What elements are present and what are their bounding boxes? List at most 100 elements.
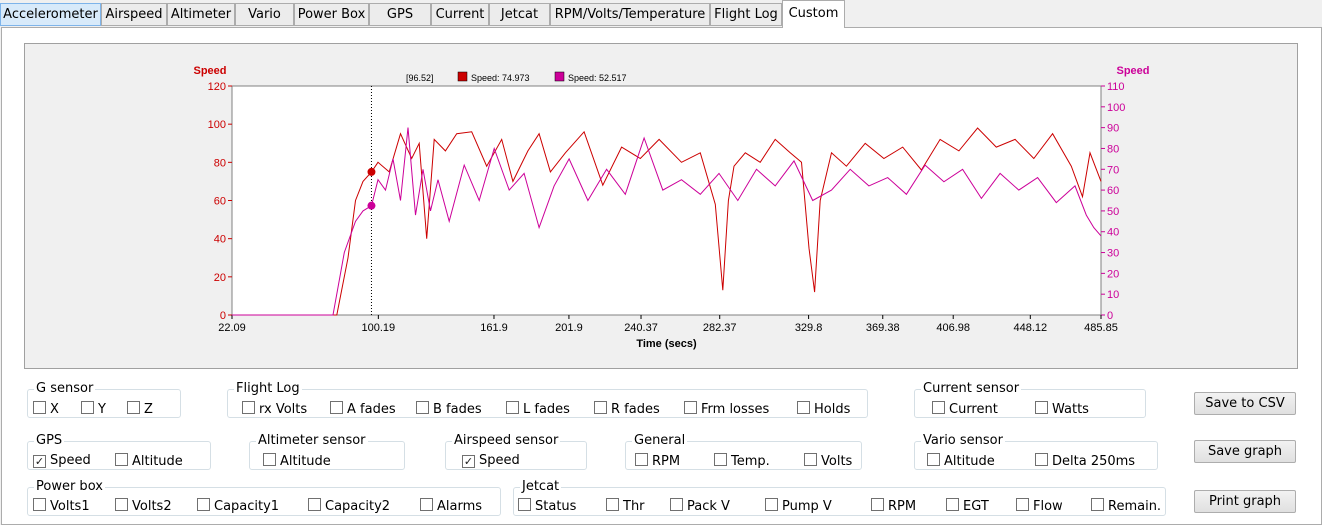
x-tick-label: 201.9 (555, 322, 583, 334)
tab-airspeed[interactable]: Airspeed (101, 3, 167, 26)
checkbox-box[interactable] (197, 498, 210, 511)
checkbox-box[interactable] (81, 401, 94, 414)
checkbox-box[interactable] (506, 401, 519, 414)
checkbox-g-z[interactable]: Z (127, 401, 153, 418)
checkbox-rx-volts[interactable]: rx Volts (242, 401, 307, 418)
checkbox-frm-losses[interactable]: Frm losses (684, 401, 769, 418)
checkbox-box[interactable] (765, 498, 778, 511)
checkbox-jetcat-pack-v[interactable]: Pack V (670, 498, 730, 515)
y-left-tick-label: 120 (208, 81, 226, 93)
legend-label-1: Speed: 74.973 (471, 73, 530, 83)
checkbox-a-fades[interactable]: A fades (330, 401, 396, 418)
checkbox-jetcat-thr[interactable]: Thr (606, 498, 645, 515)
tab-power-box[interactable]: Power Box (294, 3, 369, 26)
checkbox-vario-delta[interactable]: Delta 250ms (1035, 453, 1135, 470)
group-title: GPS (34, 433, 65, 449)
checkbox-box[interactable] (606, 498, 619, 511)
checkbox-g-y[interactable]: Y (81, 401, 106, 418)
checkbox-box[interactable] (420, 498, 433, 511)
checkbox-general-volts[interactable]: Volts (804, 453, 852, 470)
checkbox-box[interactable] (714, 453, 727, 466)
checkbox-box[interactable] (33, 401, 46, 414)
tab-altimeter[interactable]: Altimeter (167, 3, 235, 26)
group-title: Airspeed sensor (452, 433, 561, 449)
checkbox-box[interactable] (804, 453, 817, 466)
save-to-csv-button[interactable]: Save to CSV (1194, 392, 1296, 415)
checkbox-box[interactable] (518, 498, 531, 511)
checkbox-box[interactable] (635, 453, 648, 466)
checkbox-g-x[interactable]: X (33, 401, 59, 418)
checkbox-airspeed-speed[interactable]: Speed (462, 453, 520, 469)
tab-rpm-volts-temperature[interactable]: RPM/Volts/Temperature (550, 3, 710, 26)
checkbox-current[interactable]: Current (932, 401, 998, 418)
checkbox-box[interactable] (797, 401, 810, 414)
checkbox-box[interactable] (594, 401, 607, 414)
checkbox-box[interactable] (33, 455, 46, 468)
checkbox-b-fades[interactable]: B fades (416, 401, 482, 418)
y-right-tick-label: 90 (1107, 123, 1119, 135)
checkbox-jetcat-pump-v[interactable]: Pump V (765, 498, 832, 515)
tab-jetcat[interactable]: Jetcat (489, 3, 550, 26)
checkbox-box[interactable] (684, 401, 697, 414)
checkbox-volts2[interactable]: Volts2 (115, 498, 172, 515)
checkbox-capacity1[interactable]: Capacity1 (197, 498, 279, 515)
tab-vario[interactable]: Vario (235, 3, 294, 26)
checkbox-l-fades[interactable]: L fades (506, 401, 570, 418)
tab-gps[interactable]: GPS (369, 3, 431, 26)
tab-current[interactable]: Current (431, 3, 489, 26)
checkbox-gps-altitude[interactable]: Altitude (115, 453, 183, 470)
checkbox-vario-altitude[interactable]: Altitude (927, 453, 995, 470)
group-title: Altimeter sensor (256, 433, 368, 449)
checkbox-capacity2[interactable]: Capacity2 (308, 498, 390, 515)
checkbox-general-temp[interactable]: Temp. (714, 453, 770, 470)
checkbox-alarms[interactable]: Alarms (420, 498, 482, 515)
tab-flight-log[interactable]: Flight Log (710, 3, 782, 26)
y-right-tick-label: 60 (1107, 185, 1119, 197)
y-right-tick-label: 100 (1107, 102, 1125, 114)
checkbox-box[interactable] (308, 498, 321, 511)
legend-swatch-1 (457, 71, 468, 82)
checkbox-volts1[interactable]: Volts1 (33, 498, 90, 515)
print-graph-button[interactable]: Print graph (1194, 490, 1296, 513)
y-right-tick-label: 80 (1107, 143, 1119, 155)
y-right-tick-label: 0 (1107, 310, 1113, 322)
save-graph-button[interactable]: Save graph (1194, 440, 1296, 463)
checkbox-jetcat-remain[interactable]: Remain. (1091, 498, 1161, 515)
checkbox-box[interactable] (946, 498, 959, 511)
checkbox-jetcat-flow[interactable]: Flow (1016, 498, 1063, 515)
group-title: Current sensor (921, 381, 1022, 397)
checkbox-box[interactable] (242, 401, 255, 414)
checkbox-box[interactable] (263, 453, 276, 466)
checkbox-general-rpm[interactable]: RPM (635, 453, 680, 470)
checkbox-box[interactable] (416, 401, 429, 414)
checkbox-box[interactable] (932, 401, 945, 414)
tab-accelerometer[interactable]: Accelerometer (0, 3, 101, 26)
checkbox-box[interactable] (1035, 453, 1048, 466)
checkbox-label: Z (144, 402, 153, 417)
checkbox-box[interactable] (330, 401, 343, 414)
checkbox-box[interactable] (115, 498, 128, 511)
checkbox-watts[interactable]: Watts (1035, 401, 1089, 418)
tab-custom[interactable]: Custom (782, 0, 845, 28)
checkbox-box[interactable] (462, 455, 475, 468)
checkbox-box[interactable] (670, 498, 683, 511)
checkbox-box[interactable] (115, 453, 128, 466)
checkbox-jetcat-rpm[interactable]: RPM (871, 498, 916, 515)
checkbox-box[interactable] (33, 498, 46, 511)
checkbox-holds[interactable]: Holds (797, 401, 850, 418)
checkbox-label: Speed (50, 453, 91, 468)
checkbox-box[interactable] (127, 401, 140, 414)
checkbox-jetcat-status[interactable]: Status (518, 498, 576, 515)
checkbox-box[interactable] (1016, 498, 1029, 511)
checkbox-jetcat-egt[interactable]: EGT (946, 498, 989, 515)
checkbox-box[interactable] (1035, 401, 1048, 414)
checkbox-box[interactable] (927, 453, 940, 466)
checkbox-box[interactable] (1091, 498, 1104, 511)
checkbox-r-fades[interactable]: R fades (594, 401, 660, 418)
checkbox-box[interactable] (871, 498, 884, 511)
checkbox-gps-speed[interactable]: Speed (33, 453, 91, 469)
checkbox-altimeter-altitude[interactable]: Altitude (263, 453, 331, 470)
checkbox-label: X (50, 402, 59, 417)
tab-bar: Accelerometer Airspeed Altimeter Vario P… (0, 0, 1322, 28)
checkbox-label: Current (949, 402, 998, 417)
